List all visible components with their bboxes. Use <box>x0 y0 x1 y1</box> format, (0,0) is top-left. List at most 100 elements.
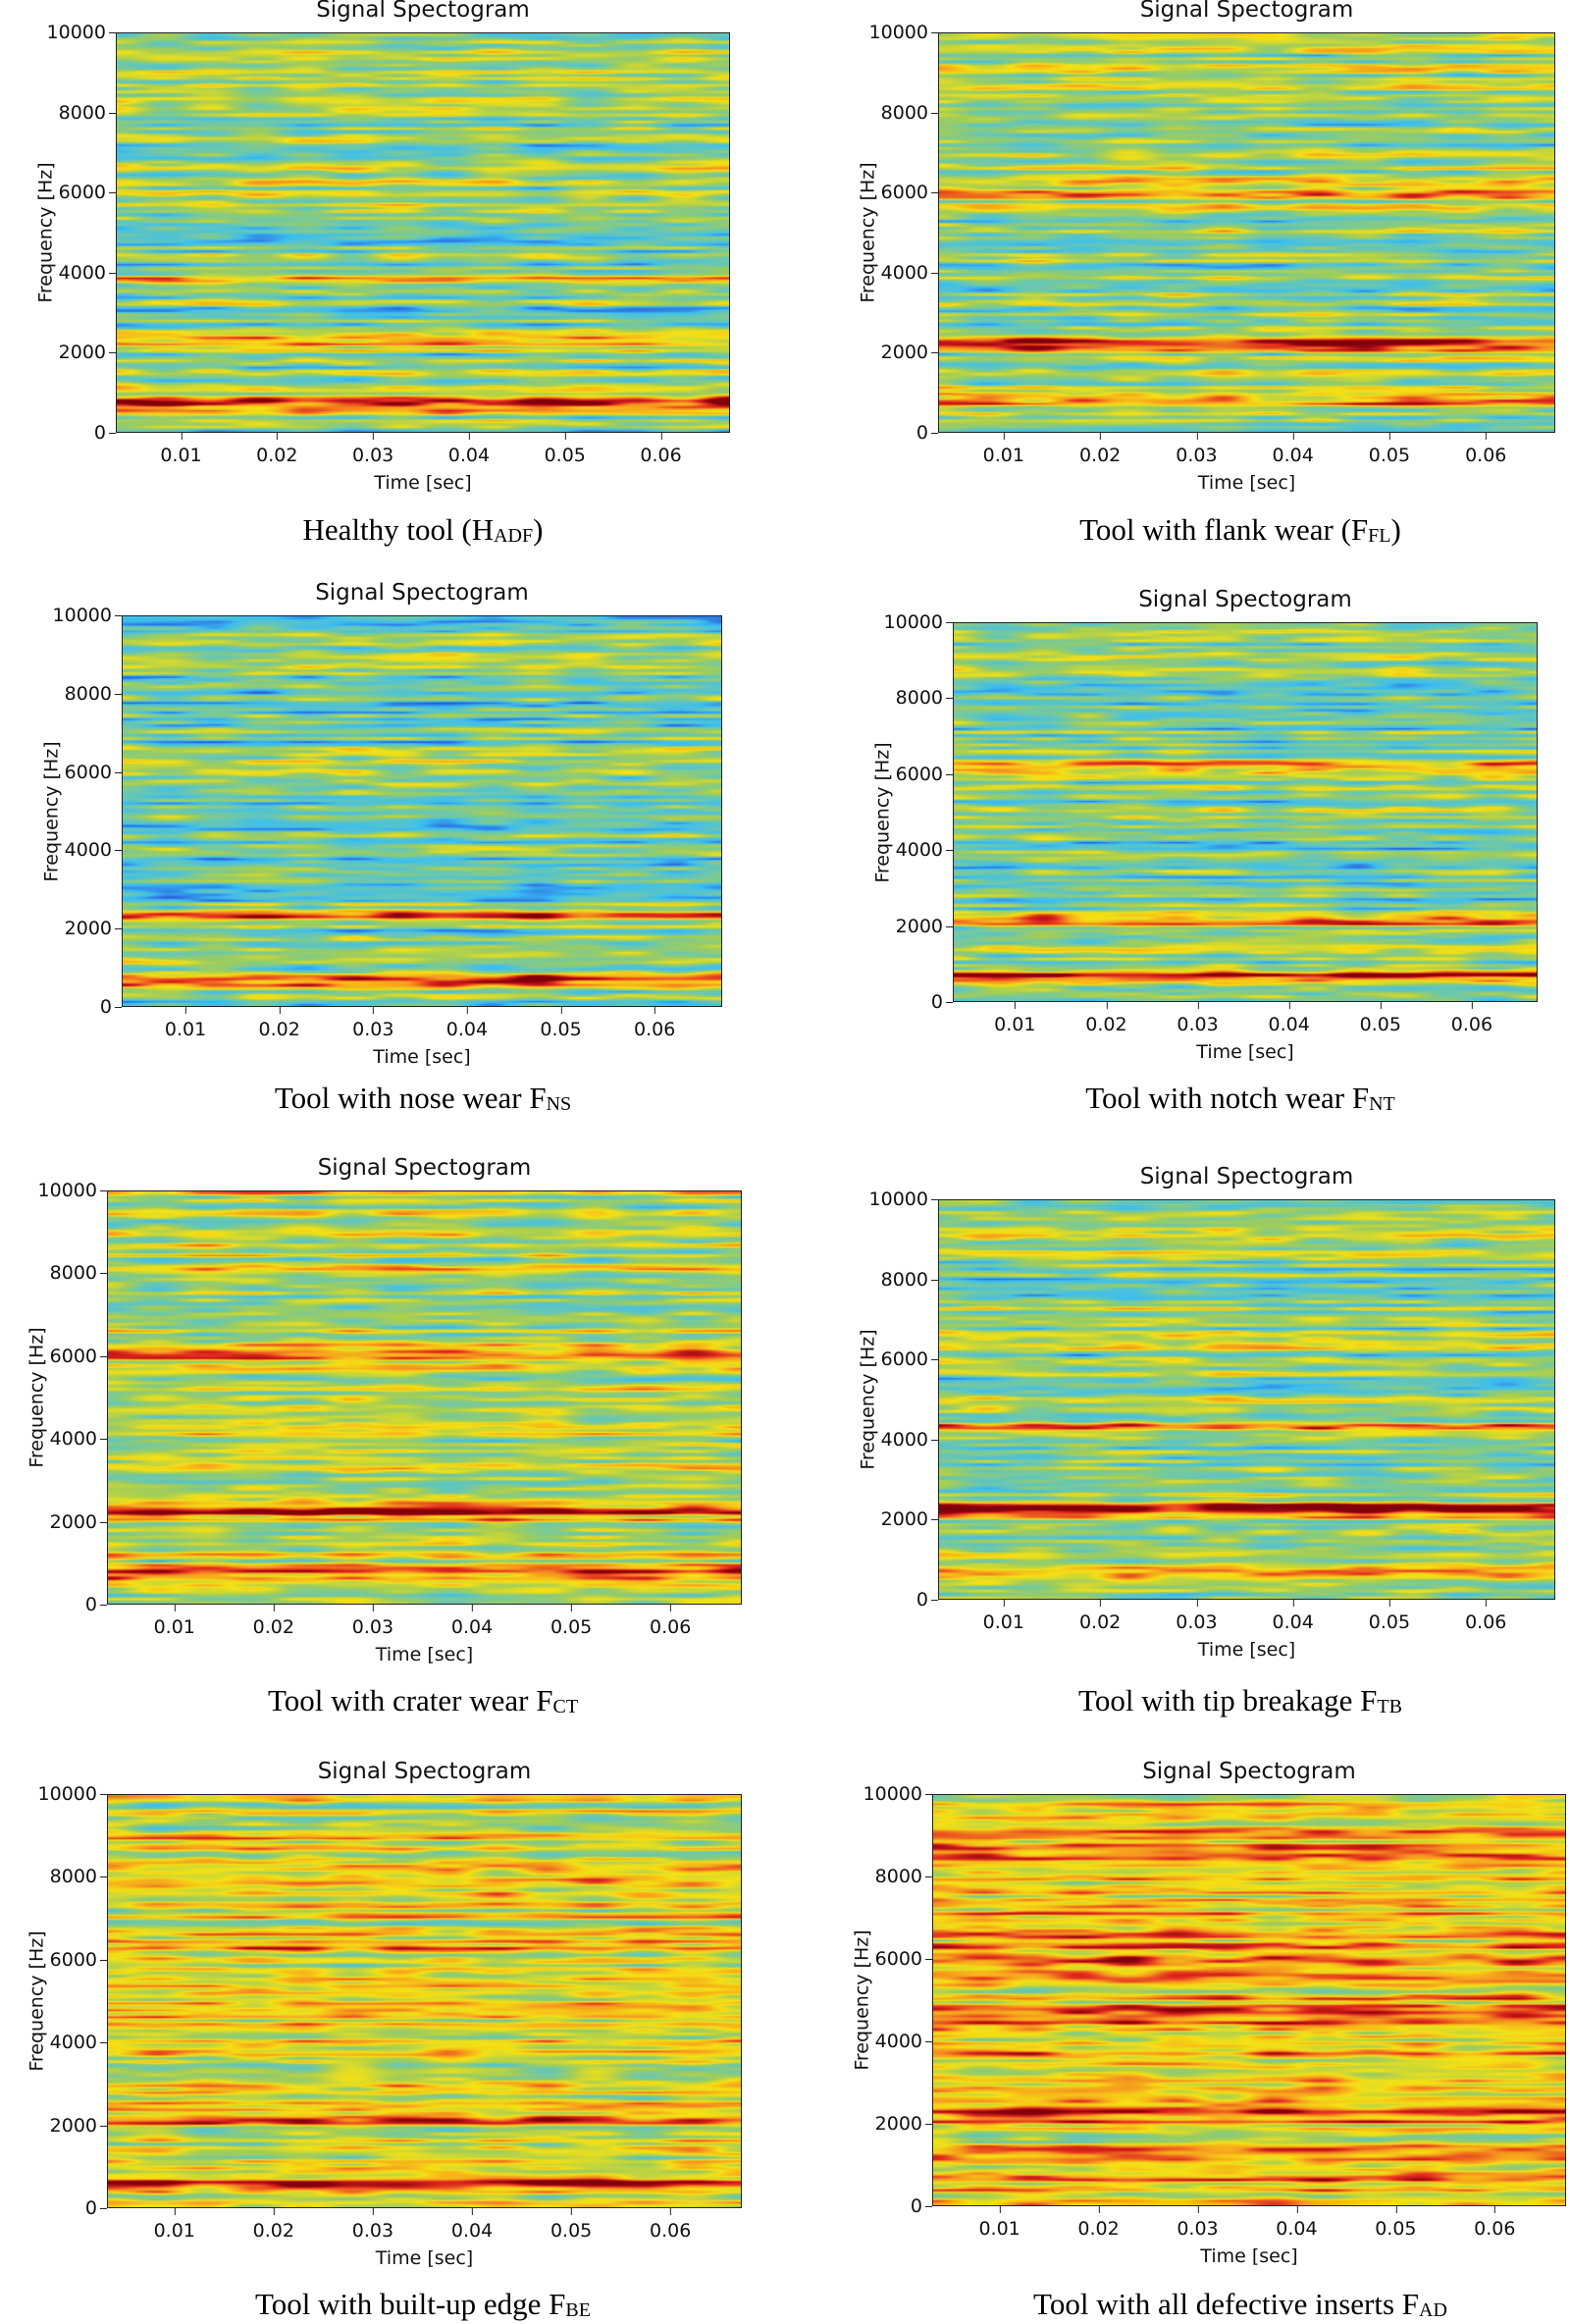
x-tick-label: 0.05 <box>550 1605 593 1638</box>
y-tick-label: 4000 <box>49 2032 108 2054</box>
heatmap-canvas <box>108 1795 741 2207</box>
x-tick-label: 0.02 <box>1078 433 1122 466</box>
spectrogram-heatmap <box>932 1794 1566 2206</box>
x-tick-label: 0.06 <box>650 1605 692 1638</box>
y-tick-label: 10000 <box>46 22 117 43</box>
spectrogram-panel: Signal Spectogram 0 2000 4000 6000 8000 10000 0… <box>857 0 1555 494</box>
y-tick-label: 0 <box>93 422 117 444</box>
x-tick-label: 0.04 <box>450 2208 494 2242</box>
x-axis-label: Time [sec] <box>1200 2245 1298 2267</box>
spectrogram-panel: Signal Spectogram 0 2000 4000 6000 8000 10000 0… <box>34 0 730 494</box>
heatmap-canvas <box>933 1795 1565 2205</box>
y-tick-label: 10000 <box>863 1783 933 1805</box>
y-tick-label: 8000 <box>49 1262 108 1285</box>
x-tick-label: 0.05 <box>544 433 586 466</box>
panel-caption: Tool with nose wear FNS <box>275 1081 571 1116</box>
caption-text: Tool with tip breakage F <box>1078 1683 1378 1717</box>
x-tick-label: 0.05 <box>550 2208 593 2242</box>
x-tick-label: 0.02 <box>1077 2206 1120 2240</box>
x-tick-label: 0.06 <box>1465 1600 1507 1633</box>
caption-text: Healthy tool (H <box>302 512 495 547</box>
x-tick-label: 0.02 <box>258 1007 300 1040</box>
spectrogram-heatmap <box>107 1190 742 1605</box>
panel-caption: Tool with built-up edge FBE <box>255 2287 591 2322</box>
x-tick-label: 0.04 <box>1276 2206 1318 2240</box>
heatmap-canvas <box>123 616 721 1006</box>
x-tick-label: 0.06 <box>633 1007 676 1040</box>
chart-title: Signal Spectogram <box>1138 587 1352 612</box>
y-tick-label: 2000 <box>64 918 123 940</box>
x-tick-label: 0.03 <box>1176 433 1218 466</box>
y-tick-label: 6000 <box>895 763 954 785</box>
x-tick-label: 0.05 <box>1368 1600 1411 1633</box>
x-axis-label: Time [sec] <box>1197 472 1296 494</box>
x-axis-label: Time [sec] <box>375 2247 474 2269</box>
spectrogram-heatmap <box>938 1199 1555 1600</box>
y-tick-label: 8000 <box>880 101 939 124</box>
caption-subscript: CT <box>552 1696 579 1717</box>
x-tick-label: 0.01 <box>153 1605 195 1638</box>
caption-text: Tool with all defective inserts F <box>1033 2287 1420 2321</box>
x-axis-label: Time [sec] <box>374 472 472 494</box>
x-axis-label: Time [sec] <box>373 1046 471 1068</box>
x-tick-label: 0.06 <box>1474 2206 1516 2240</box>
caption-subscript: BE <box>565 2299 591 2321</box>
x-tick-label: 0.03 <box>1177 2206 1219 2240</box>
x-tick-label: 0.01 <box>160 433 202 466</box>
y-tick-label: 0 <box>916 1589 939 1611</box>
y-tick-label: 4000 <box>874 2031 933 2052</box>
caption-text: Tool with nose wear F <box>274 1081 547 1115</box>
x-tick-label: 0.06 <box>1450 1002 1493 1035</box>
spectrogram-panel: Signal Spectogram 0 2000 4000 6000 8000 10000 0… <box>857 1164 1555 1661</box>
x-tick-label: 0.03 <box>1176 1600 1218 1633</box>
x-tick-label: 0.04 <box>1268 1002 1310 1035</box>
y-tick-label: 2000 <box>880 1508 939 1531</box>
y-tick-label: 10000 <box>868 22 939 43</box>
x-tick-label: 0.01 <box>982 433 1024 466</box>
chart-title: Signal Spectogram <box>1139 1164 1354 1189</box>
y-tick-label: 8000 <box>49 1866 108 1888</box>
caption-subscript: NS <box>546 1093 572 1115</box>
panel-caption: Tool with tip breakage FTB <box>1078 1683 1402 1718</box>
x-tick-label: 0.02 <box>1078 1600 1122 1633</box>
y-axis-label: Frequency [Hz] <box>857 162 878 303</box>
y-tick-label: 2000 <box>49 2114 108 2137</box>
y-tick-label: 6000 <box>874 1948 933 1970</box>
heatmap-canvas <box>939 33 1554 432</box>
y-tick-label: 8000 <box>64 682 123 705</box>
x-tick-label: 0.03 <box>1177 1002 1219 1035</box>
y-tick-label: 10000 <box>52 605 123 626</box>
y-tick-label: 2000 <box>874 2113 933 2135</box>
x-tick-label: 0.03 <box>351 2208 394 2242</box>
x-tick-label: 0.01 <box>982 1600 1024 1633</box>
spectrogram-panel: Signal Spectogram 0 2000 4000 6000 8000 10000 0… <box>851 1759 1566 2267</box>
x-tick-label: 0.05 <box>1375 2206 1417 2240</box>
y-axis-label: Frequency [Hz] <box>40 740 62 882</box>
y-tick-label: 8000 <box>895 687 954 710</box>
y-tick-label: 6000 <box>880 182 939 204</box>
y-axis-label: Frequency [Hz] <box>871 741 893 883</box>
x-tick-label: 0.01 <box>153 2208 195 2242</box>
y-tick-label: 10000 <box>37 1783 108 1805</box>
x-tick-label: 0.03 <box>351 1605 394 1638</box>
y-tick-label: 4000 <box>895 839 954 862</box>
panel-caption: Tool with notch wear FNT <box>1085 1081 1395 1116</box>
x-tick-label: 0.05 <box>540 1007 582 1040</box>
y-axis-label: Frequency [Hz] <box>26 1930 47 2072</box>
y-tick-label: 2000 <box>880 342 939 364</box>
spectrogram-heatmap <box>116 32 730 433</box>
y-tick-label: 8000 <box>880 1268 939 1291</box>
x-tick-label: 0.02 <box>252 2208 294 2242</box>
y-axis-label: Frequency [Hz] <box>851 1929 872 2071</box>
x-axis-label: Time [sec] <box>1197 1639 1296 1661</box>
heatmap-canvas <box>117 33 729 432</box>
chart-title: Signal Spectogram <box>315 580 529 606</box>
chart-title: Signal Spectogram <box>1139 0 1354 23</box>
y-tick-label: 0 <box>910 2195 933 2217</box>
caption-subscript: AD <box>1419 2299 1447 2321</box>
spectrogram-panel: Signal Spectogram 0 2000 4000 6000 8000 10000 0… <box>40 580 722 1068</box>
x-tick-label: 0.04 <box>447 433 491 466</box>
spectrogram-panel: Signal Spectogram 0 2000 4000 6000 8000 10000 0… <box>26 1759 742 2269</box>
panel-caption: Tool with all defective inserts FAD <box>1033 2287 1447 2322</box>
